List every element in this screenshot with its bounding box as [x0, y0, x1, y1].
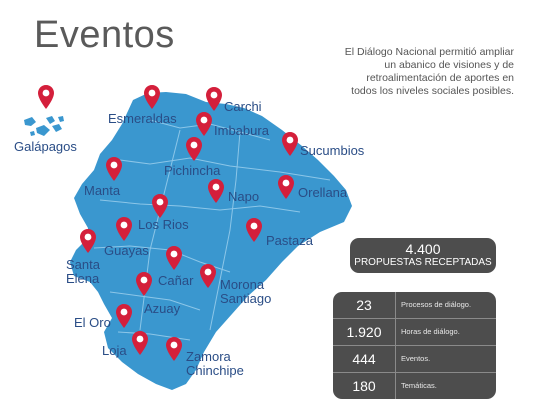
map-pin-icon	[151, 193, 169, 219]
map-pin-icon	[205, 86, 223, 112]
label-guayas: Guayas	[104, 243, 149, 258]
label-manta: Manta	[84, 183, 121, 198]
label-canar: Cañar	[158, 273, 194, 288]
map-pin-icon	[207, 178, 225, 204]
map-pin-icon	[37, 84, 55, 110]
label-morona-santiago: Morona Santiago	[220, 277, 272, 306]
label-galapagos: Galápagos	[14, 139, 77, 154]
map-pin-icon	[115, 216, 133, 242]
galapagos-islands	[24, 116, 64, 136]
stat-label: Horas de diálogo.	[401, 327, 460, 336]
label-pastaza: Pastaza	[266, 233, 313, 248]
label-orellana: Orellana	[298, 185, 348, 200]
label-pichincha: Pichincha	[164, 163, 221, 178]
map-pin-icon	[79, 228, 97, 254]
label-los-rios: Los Rios	[138, 217, 189, 232]
description-text: El Diálogo Nacional permitió ampliar un …	[344, 46, 514, 97]
label-imbabura: Imbabura	[214, 123, 269, 138]
map-pin-icon	[199, 263, 217, 289]
map-pin-icon	[277, 174, 295, 200]
map-pin-icon	[165, 245, 183, 271]
label-napo: Napo	[228, 189, 260, 204]
stat-value: 444	[333, 346, 396, 372]
label-azuay: Azuay	[144, 301, 181, 316]
label-santa-elena: Santa Elena	[66, 257, 100, 286]
map-pin-icon	[281, 131, 299, 157]
map-pin-icon	[115, 303, 133, 329]
proposals-value: 4.400	[405, 241, 441, 257]
stat-row: 1.920 Horas de diálogo.	[333, 319, 496, 346]
page-title: Eventos	[34, 14, 175, 56]
map-pin-icon	[185, 136, 203, 162]
stat-value: 1.920	[333, 319, 396, 345]
stat-row: 180 Temáticas.	[333, 373, 496, 399]
label-loja: Loja	[102, 343, 127, 358]
map-pin-icon	[245, 217, 263, 243]
stat-row: 444 Eventos.	[333, 346, 496, 373]
label-sucumbios: Sucumbios	[300, 143, 365, 158]
stat-label: Procesos de diálogo.	[401, 300, 472, 309]
stat-label: Eventos.	[401, 354, 431, 363]
stat-row: 23 Procesos de diálogo.	[333, 292, 496, 319]
label-el-oro: El Oro	[74, 315, 111, 330]
proposals-badge: 4.400 PROPUESTAS RECEPTADAS	[350, 238, 496, 273]
stat-value: 23	[333, 292, 396, 318]
map-pin-icon	[195, 111, 213, 137]
stat-label: Temáticas.	[401, 381, 437, 390]
proposals-label: PROPUESTAS RECEPTADAS	[354, 257, 492, 268]
stats-panel: 23 Procesos de diálogo. 1.920 Horas de d…	[333, 292, 496, 399]
map-pin-icon	[165, 336, 183, 362]
map-pin-icon	[143, 84, 161, 110]
label-esmeraldas: Esmeraldas	[108, 111, 177, 126]
map-pin-icon	[105, 156, 123, 182]
mainland-shape	[70, 92, 352, 390]
stat-value: 180	[333, 373, 396, 399]
label-zamora-chinchipe: Zamora Chinchipe	[186, 349, 244, 378]
map-pin-icon	[135, 271, 153, 297]
label-carchi: Carchi	[224, 99, 262, 114]
map-pin-icon	[131, 330, 149, 356]
